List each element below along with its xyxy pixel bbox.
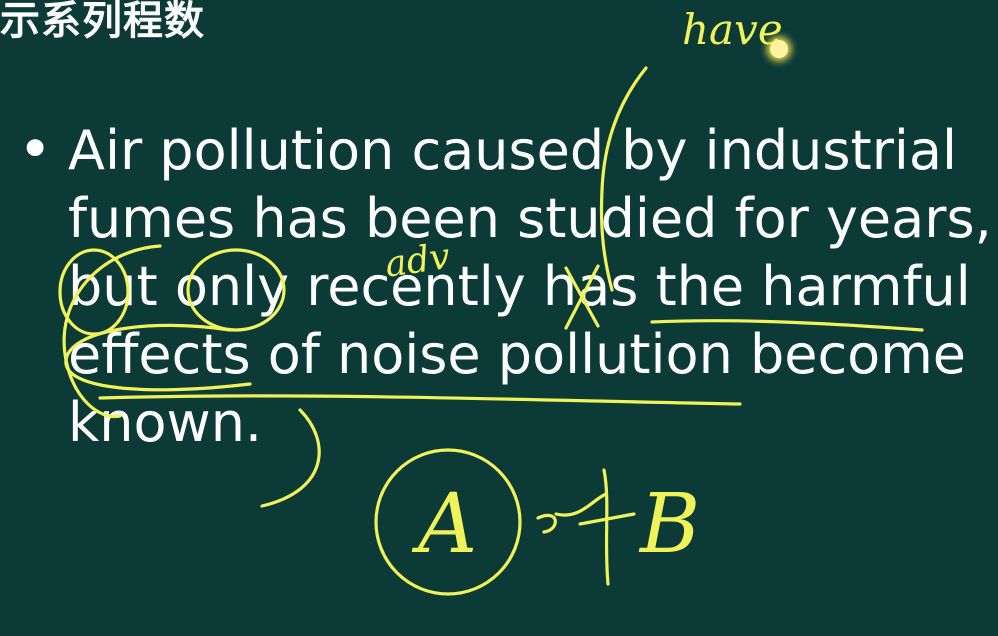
slide-title-fragment: 示系列程数 xyxy=(0,0,205,44)
sentence-line-4: effects of noise pollution become xyxy=(68,323,967,386)
sentence-line-5: known. xyxy=(68,391,263,454)
sentence-line-3: but only recently has the harmful xyxy=(68,255,971,318)
annotation-link-f xyxy=(536,468,636,586)
annotation-letter-b: B xyxy=(638,477,700,572)
annotation-have: have xyxy=(682,5,783,54)
sentence-line-1: Air pollution caused by industrial xyxy=(68,119,957,182)
sentence-line-2: fumes has been studied for years, xyxy=(68,187,992,250)
pen-cursor-icon xyxy=(770,40,788,58)
bullet-symbol: • xyxy=(18,115,53,183)
annotation-letter-a: A xyxy=(411,477,477,572)
annotation-circle-a xyxy=(374,448,522,596)
annotation-paren-right xyxy=(260,408,321,508)
